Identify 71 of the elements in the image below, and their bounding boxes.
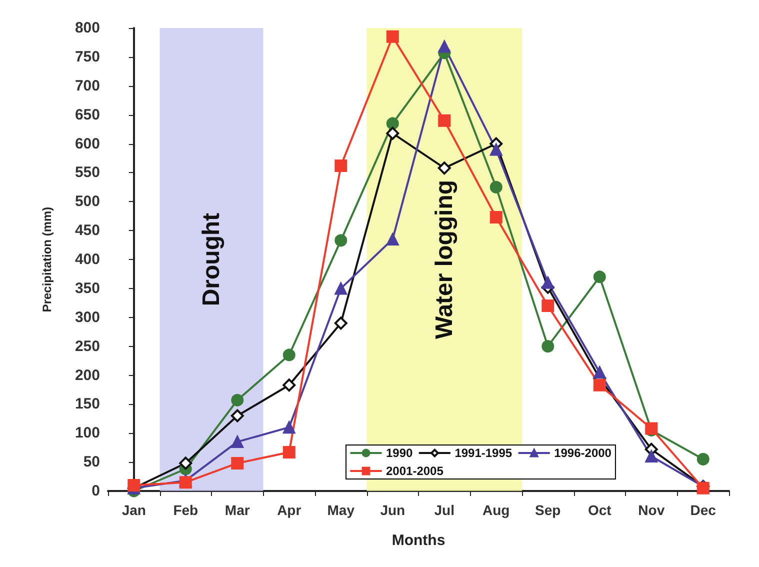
point	[593, 366, 606, 379]
point	[282, 446, 296, 458]
point	[542, 300, 554, 312]
point	[593, 378, 606, 392]
point	[542, 340, 554, 353]
y-tick-label: 650	[74, 106, 100, 124]
point	[334, 316, 348, 330]
point	[231, 456, 244, 470]
y-tick-label: 100	[74, 424, 100, 442]
point	[334, 282, 348, 295]
point	[593, 270, 606, 284]
point	[645, 450, 658, 463]
y-tick-label: 750	[74, 48, 100, 66]
point	[386, 232, 399, 246]
legend-label: 1996-2000	[554, 446, 612, 460]
x-tick-label: Aug	[482, 502, 510, 518]
y-tick-label: 600	[74, 135, 100, 152]
point	[438, 162, 451, 175]
x-tick-label: Oct	[588, 502, 612, 518]
point	[231, 436, 244, 448]
legend-label: 2001-2005	[386, 464, 444, 478]
legend-label: 1991-1995	[454, 446, 512, 460]
y-tick-label: 200	[74, 366, 100, 384]
y-tick-label: 800	[74, 20, 100, 36]
x-axis-title: Months	[392, 532, 446, 549]
point	[334, 159, 348, 172]
y-tick-label: 250	[74, 338, 100, 355]
y-tick-label: 150	[74, 396, 100, 413]
point	[231, 394, 244, 406]
x-tick-label: Sep	[535, 502, 561, 518]
y-axis-title: Precipitation (mm)	[40, 206, 54, 312]
point	[542, 276, 554, 289]
point	[386, 117, 399, 130]
y-tick-label: 50	[83, 454, 100, 471]
y-tick-label: 400	[74, 251, 100, 268]
band-label: Water logging	[430, 180, 458, 340]
point	[490, 211, 502, 224]
legend-label: 1990	[386, 446, 414, 460]
x-tick-label: Feb	[173, 502, 198, 518]
point	[282, 348, 296, 362]
point	[128, 478, 140, 492]
band-label: Drought	[198, 212, 225, 306]
point	[179, 476, 192, 489]
y-tick-label: 0	[92, 482, 100, 500]
y-tick-label: 450	[74, 222, 100, 240]
point	[696, 452, 710, 466]
x-tick-label: Apr	[277, 502, 302, 518]
point	[334, 234, 348, 247]
y-tick-label: 300	[74, 308, 100, 326]
y-tick-label: 500	[74, 193, 100, 210]
point	[490, 143, 502, 156]
x-tick-label: May	[327, 502, 355, 518]
point	[282, 421, 296, 434]
point	[386, 30, 399, 43]
point	[696, 482, 710, 494]
y-tick-label: 350	[74, 280, 100, 297]
point	[438, 114, 451, 127]
x-tick-label: Jun	[380, 502, 406, 518]
point	[490, 180, 502, 194]
x-tick-label: Dec	[690, 502, 716, 518]
x-tick-label: Jul	[434, 502, 454, 518]
point	[438, 40, 451, 53]
x-tick-label: Nov	[638, 502, 665, 518]
point	[179, 456, 192, 470]
y-tick-label: 550	[74, 164, 100, 182]
point	[386, 126, 400, 140]
point	[282, 378, 296, 392]
y-tick-label: 700	[74, 77, 100, 94]
x-tick-label: Jan	[122, 502, 146, 518]
point	[230, 409, 244, 422]
x-tick-label: Mar	[224, 502, 250, 518]
